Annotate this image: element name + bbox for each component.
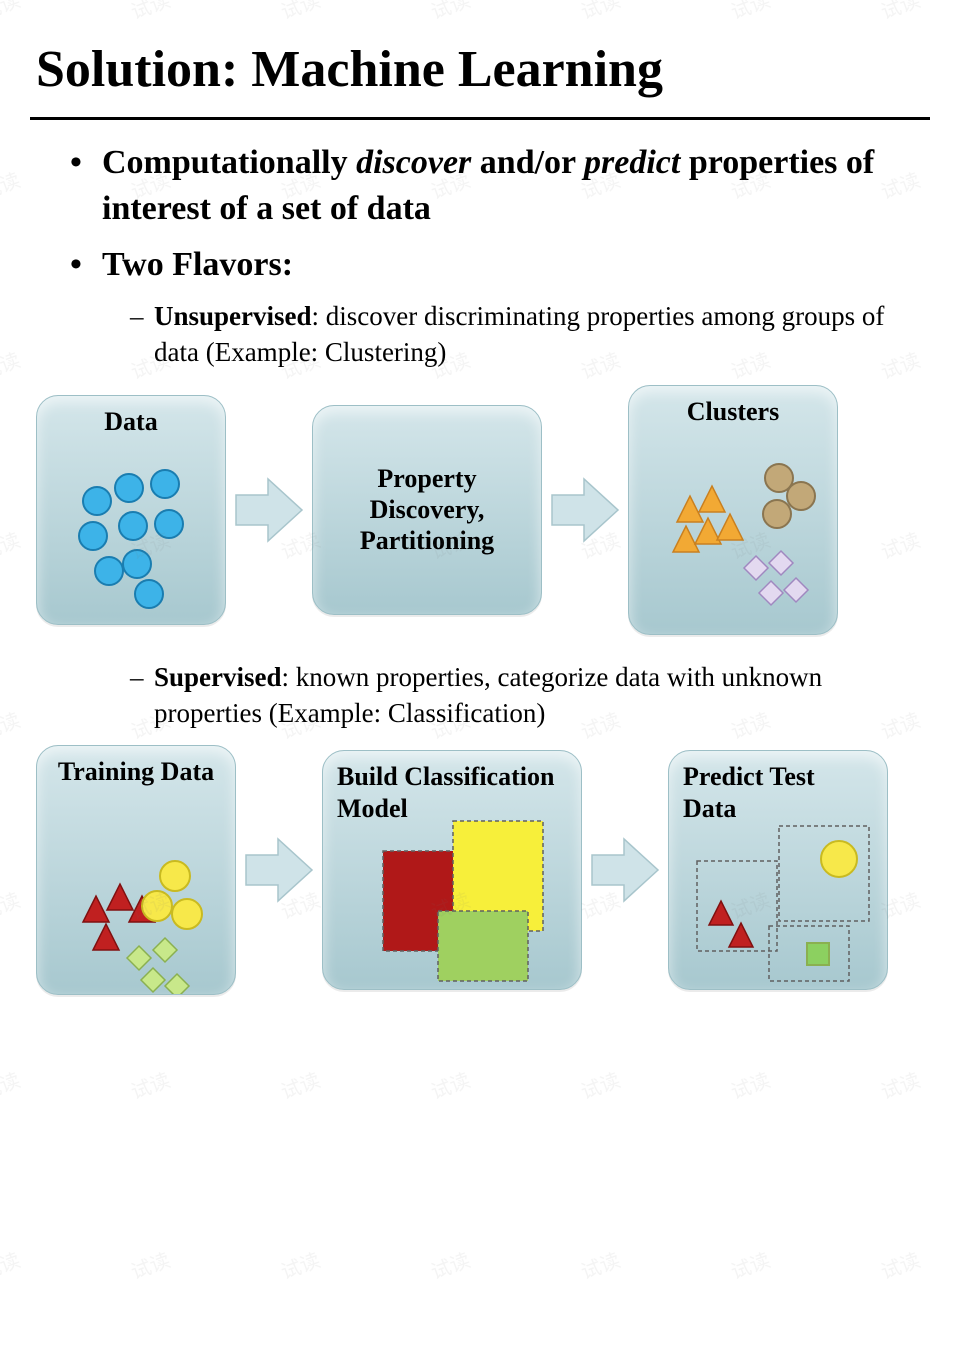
box-predict-shapes xyxy=(669,751,888,990)
sub-bullet-supervised-bold: Supervised xyxy=(154,662,282,692)
box-training: Training Data xyxy=(36,745,236,995)
flow-supervised: Training Data Build Classification Model… xyxy=(30,745,930,995)
arrow-icon xyxy=(550,471,620,549)
box-data: Data xyxy=(36,395,226,625)
sub-bullet-unsupervised: Unsupervised: discover discriminating pr… xyxy=(130,298,930,371)
bullet-1-text-pre: Computationally xyxy=(102,144,356,181)
box-data-shapes xyxy=(37,396,226,625)
bullet-list-2: Supervised: known properties, categorize… xyxy=(30,659,930,732)
arrow-icon xyxy=(590,831,660,909)
arrow-icon xyxy=(244,831,314,909)
bullet-1-text-mid: and/or xyxy=(471,144,584,181)
title-divider xyxy=(30,117,930,120)
bullet-list: Computationally discover and/or predict … xyxy=(30,140,930,371)
bullet-1-em1: discover xyxy=(356,144,471,181)
bullet-2: Two Flavors: xyxy=(70,242,930,288)
box-clusters-shapes xyxy=(629,386,838,635)
box-discovery: Property Discovery, Partitioning xyxy=(312,405,542,615)
sub-bullet-supervised: Supervised: known properties, categorize… xyxy=(130,659,930,732)
page-title: Solution: Machine Learning xyxy=(30,40,930,99)
bullet-1: Computationally discover and/or predict … xyxy=(70,140,930,232)
box-model: Build Classification Model xyxy=(322,750,582,990)
arrow-icon xyxy=(234,471,304,549)
bullet-1-em2: predict xyxy=(584,144,680,181)
box-predict: Predict Test Data xyxy=(668,750,888,990)
box-discovery-label: Property Discovery, Partitioning xyxy=(313,463,541,557)
box-model-shapes xyxy=(323,751,582,990)
sub-bullet-unsupervised-bold: Unsupervised xyxy=(154,301,312,331)
flow-unsupervised: Data Property Discovery, Partitioning Cl… xyxy=(30,385,930,635)
box-clusters: Clusters xyxy=(628,385,838,635)
box-training-shapes xyxy=(37,746,236,995)
